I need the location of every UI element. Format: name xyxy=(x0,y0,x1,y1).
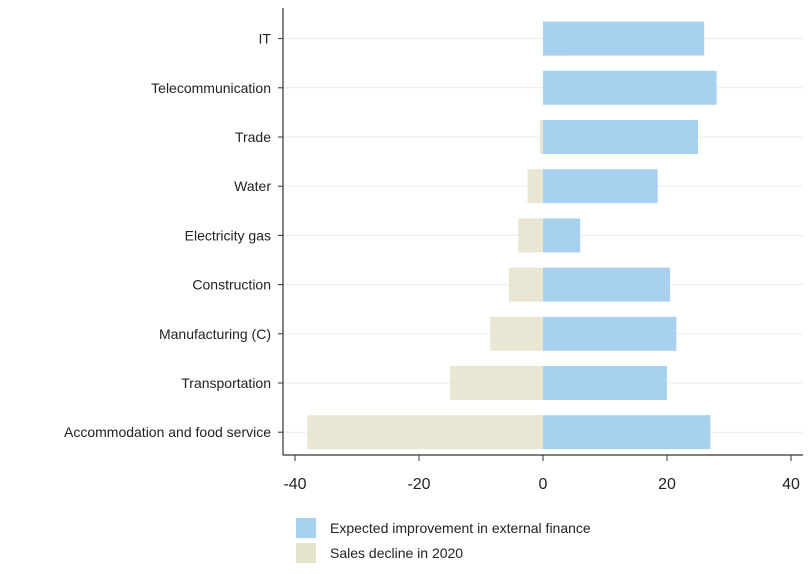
x-tick-label: 20 xyxy=(658,476,676,493)
category-label: Trade xyxy=(235,129,271,145)
x-tick-label: -40 xyxy=(283,476,306,493)
category-label: Construction xyxy=(192,277,271,293)
bar-external-finance xyxy=(543,169,658,204)
bar-external-finance xyxy=(543,70,717,105)
bar-external-finance xyxy=(543,218,581,253)
category-label: IT xyxy=(259,31,272,47)
category-label: Manufacturing (C) xyxy=(159,326,271,342)
bar-sales-decline xyxy=(307,415,543,450)
legend-swatch xyxy=(296,543,316,563)
x-tick-labels: -40 -20 0 20 40 xyxy=(283,476,800,493)
legend-label: Sales decline in 2020 xyxy=(330,545,463,561)
bar-sales-decline xyxy=(539,120,543,154)
legend-label: Expected improvement in external finance xyxy=(330,520,591,536)
bar-external-finance xyxy=(543,366,667,400)
category-label: Electricity gas xyxy=(185,227,271,243)
legend: Expected improvement in external finance… xyxy=(296,518,591,563)
category-label: Transportation xyxy=(181,375,271,391)
bar-sales-decline xyxy=(518,218,543,253)
category-labels: IT Telecommunication Trade Water Electricity… xyxy=(64,31,271,441)
bar-sales-decline xyxy=(450,366,543,400)
category-label: Water xyxy=(234,178,271,194)
series-external-finance xyxy=(543,21,717,450)
x-tick-label: -20 xyxy=(407,476,430,493)
bar-sales-decline xyxy=(527,169,543,204)
x-tick-label: 0 xyxy=(539,476,548,493)
x-tick-label: 40 xyxy=(782,476,800,493)
bar-external-finance xyxy=(543,415,711,450)
bar-external-finance xyxy=(543,21,705,56)
bar-external-finance xyxy=(543,316,677,351)
bar-sales-decline xyxy=(490,316,543,351)
legend-swatch xyxy=(296,518,316,538)
bar-sales-decline xyxy=(508,267,543,302)
bar-external-finance xyxy=(543,267,671,302)
bar-external-finance xyxy=(543,120,698,154)
axes xyxy=(278,8,803,461)
category-label: Telecommunication xyxy=(151,80,271,96)
category-label: Accommodation and food service xyxy=(64,424,271,440)
